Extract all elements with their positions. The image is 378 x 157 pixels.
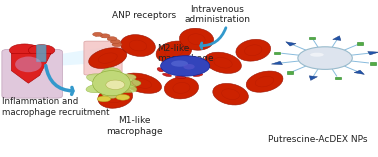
FancyBboxPatch shape: [2, 49, 62, 98]
Circle shape: [112, 42, 122, 46]
Circle shape: [28, 45, 55, 56]
Polygon shape: [11, 53, 51, 83]
Polygon shape: [55, 47, 104, 66]
Text: ANP receptors: ANP receptors: [112, 11, 176, 20]
Ellipse shape: [171, 60, 188, 67]
Ellipse shape: [106, 80, 125, 89]
Circle shape: [97, 96, 111, 102]
Circle shape: [116, 95, 130, 100]
Circle shape: [93, 32, 102, 36]
Ellipse shape: [122, 73, 161, 93]
Circle shape: [107, 37, 117, 41]
Ellipse shape: [157, 68, 164, 72]
Circle shape: [161, 56, 210, 76]
Bar: [309, 37, 315, 39]
Ellipse shape: [87, 74, 115, 84]
Ellipse shape: [310, 53, 324, 57]
FancyBboxPatch shape: [84, 41, 122, 75]
Text: Intravenous
administration: Intravenous administration: [184, 5, 250, 24]
Polygon shape: [286, 42, 296, 46]
Bar: [357, 42, 363, 45]
Ellipse shape: [121, 35, 155, 56]
Polygon shape: [271, 61, 282, 65]
Ellipse shape: [183, 64, 195, 70]
Polygon shape: [333, 36, 341, 40]
Ellipse shape: [236, 39, 271, 61]
Bar: [274, 51, 280, 54]
Ellipse shape: [98, 87, 133, 108]
Text: M2-like
macrophage: M2-like macrophage: [157, 44, 214, 63]
Circle shape: [100, 34, 110, 38]
Bar: [287, 71, 293, 74]
Ellipse shape: [246, 71, 283, 92]
Ellipse shape: [101, 86, 122, 98]
Circle shape: [298, 47, 352, 69]
Ellipse shape: [111, 79, 141, 88]
Ellipse shape: [164, 77, 198, 99]
Ellipse shape: [193, 74, 203, 77]
Ellipse shape: [163, 73, 172, 77]
Bar: [335, 77, 341, 79]
Ellipse shape: [175, 76, 186, 78]
Ellipse shape: [108, 74, 136, 84]
Bar: [370, 62, 376, 65]
Circle shape: [110, 39, 120, 43]
Text: Inflammation and
macrophage recruitment: Inflammation and macrophage recruitment: [2, 97, 109, 117]
Ellipse shape: [86, 83, 114, 93]
Text: M1-like
macrophage: M1-like macrophage: [106, 116, 163, 136]
Ellipse shape: [101, 68, 122, 80]
Ellipse shape: [180, 28, 214, 50]
Polygon shape: [368, 51, 378, 55]
Text: Putrescine-AcDEX NPs: Putrescine-AcDEX NPs: [268, 135, 367, 144]
Polygon shape: [309, 76, 318, 80]
Ellipse shape: [15, 57, 42, 72]
Circle shape: [9, 44, 40, 57]
Ellipse shape: [89, 48, 127, 68]
FancyBboxPatch shape: [36, 45, 46, 62]
Ellipse shape: [109, 83, 137, 93]
Ellipse shape: [93, 71, 130, 96]
Polygon shape: [354, 70, 364, 74]
Ellipse shape: [213, 83, 248, 105]
Ellipse shape: [204, 52, 242, 73]
Ellipse shape: [156, 41, 192, 63]
